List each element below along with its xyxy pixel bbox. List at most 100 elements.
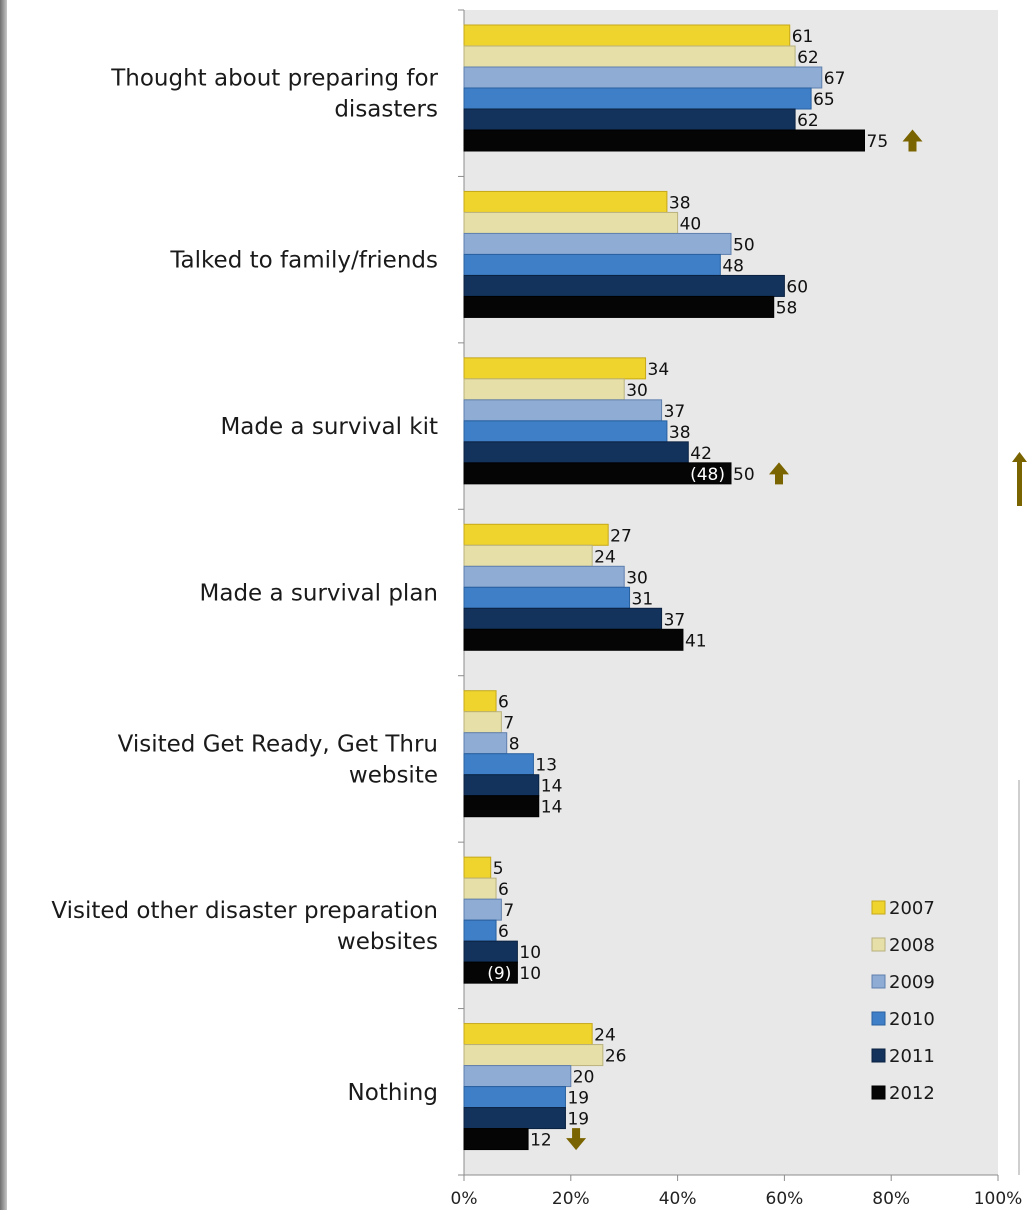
data-label: 31 [632,589,654,609]
data-label: 48 [722,256,744,276]
data-label: 38 [669,423,691,443]
data-label: 20 [573,1068,595,1088]
category-label: disasters [334,97,438,123]
data-label: 27 [610,526,632,546]
data-label: 6 [498,693,509,713]
bar-2009 [463,66,823,89]
decrease-arrow-icon [566,1128,587,1151]
bar-2012 [463,129,865,152]
increase-arrow-icon [769,462,789,485]
bar-2010 [463,1086,566,1109]
bar-2008 [463,211,679,234]
data-label: 38 [669,193,691,213]
bar-2012 [463,961,518,984]
bar-2010 [463,253,721,276]
bar-2007 [463,523,609,546]
data-label: 7 [503,901,514,921]
data-label: 24 [594,1026,616,1046]
legend-label: 2008 [889,935,935,956]
bar-2008 [463,1044,604,1067]
bar-2007 [463,190,668,213]
bar-2011 [463,940,518,963]
data-label: 6 [498,922,509,942]
data-label: 6 [498,880,509,900]
data-label: 34 [648,360,670,380]
data-label: 41 [685,631,707,651]
data-label: 13 [535,756,557,776]
data-label: 10 [519,964,541,984]
legend-swatch-2012 [871,1085,886,1100]
x-tick-label: 60% [766,1189,804,1209]
x-tick-label: 100% [974,1189,1023,1209]
bar-2009 [463,399,663,422]
data-label: 30 [626,568,648,588]
bar-inner-label: (48) [690,465,725,485]
data-label: 62 [797,111,819,131]
data-label: 14 [541,798,563,818]
decorative-divider [1018,780,1020,1175]
bar-2007 [463,856,492,879]
x-tick-label: 80% [872,1189,910,1209]
data-label: 40 [680,214,702,234]
data-label: 12 [530,1131,552,1151]
bar-inner-label: (9) [487,964,511,984]
data-label: 24 [594,547,616,567]
data-label: 8 [509,735,520,755]
bar-2009 [463,565,625,588]
data-label: 37 [664,402,686,422]
legend-label: 2012 [889,1083,935,1104]
bar-2012 [463,1128,529,1151]
bar-2007 [463,24,791,47]
data-label: 26 [605,1047,627,1067]
data-label: 5 [493,859,504,879]
category-label: Visited Get Ready, Get Thru [118,731,438,757]
bar-2010 [463,919,497,942]
bar-2010 [463,420,668,443]
data-label: 67 [824,69,846,89]
x-tick-label: 0% [451,1189,478,1209]
bar-2012 [463,295,775,318]
bar-2011 [463,108,796,131]
bar-2012 [463,628,684,651]
bar-2012 [463,462,732,485]
category-label: Talked to family/friends [169,248,438,274]
data-label: 42 [690,444,712,464]
legend-swatch-2010 [871,1011,886,1026]
bar-2009 [463,898,502,921]
bar-2007 [463,690,497,713]
bar-2010 [463,87,812,110]
legend-swatch-2009 [871,974,886,989]
bar-2011 [463,441,689,464]
data-label: 58 [776,298,798,318]
bar-2007 [463,1023,593,1046]
category-label: Made a survival plan [200,581,439,607]
bar-2008 [463,378,625,401]
data-label: 75 [867,132,889,152]
bar-2011 [463,1107,566,1130]
increase-arrow-icon [902,129,923,152]
legend-label: 2010 [889,1009,935,1030]
bar-2011 [463,274,785,297]
data-label: 60 [786,277,808,297]
decorative-up-arrow-icon [1012,452,1027,506]
bar-2008 [463,711,502,734]
bar-2012 [463,795,540,818]
data-label: 30 [626,381,648,401]
data-label: 10 [519,943,541,963]
data-label: 50 [733,235,755,255]
data-label: 65 [813,90,835,110]
category-label: Made a survival kit [220,414,438,440]
bar-2010 [463,753,534,776]
bar-2009 [463,1065,572,1088]
data-label: 37 [664,610,686,630]
bar-2011 [463,607,663,630]
legend-swatch-2011 [871,1048,886,1063]
bar-2009 [463,732,508,755]
left-edge-strip [0,0,7,1210]
bar-2011 [463,774,540,797]
legend-label: 2009 [889,972,935,993]
category-label: website [349,762,438,788]
data-label: 7 [503,714,514,734]
bar-2010 [463,586,631,609]
bar-2008 [463,877,497,900]
